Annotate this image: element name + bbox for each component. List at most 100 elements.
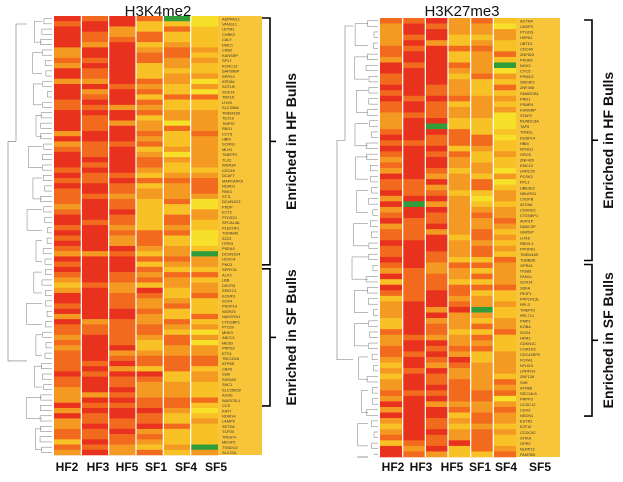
heatmap-cell [448, 290, 471, 297]
heatmap-cell [470, 368, 494, 374]
heatmap-cell [493, 312, 517, 319]
gene-label: TMEM169 [520, 252, 538, 257]
heatmap-cell [493, 451, 517, 458]
heatmap-cell [380, 384, 403, 391]
gene-label: LBB [222, 278, 230, 283]
heatmap-cell [402, 351, 426, 358]
heatmap-cell [190, 251, 219, 257]
heatmap-cell [493, 129, 517, 135]
heatmap-cell [448, 106, 471, 113]
heatmap-cell [425, 229, 449, 236]
heatmap-cell [163, 225, 191, 231]
heatmap-cell [448, 401, 471, 408]
heatmap-cell [136, 444, 164, 451]
heatmap-cell [136, 204, 164, 210]
heatmap-cell [163, 83, 191, 90]
heatmap-cell [425, 390, 449, 397]
gene-label: CBX9 [222, 366, 232, 371]
heatmap-cell [190, 423, 219, 430]
heatmap-cell [380, 262, 403, 269]
heatmap-cell [108, 89, 137, 95]
heatmap-cell [190, 52, 219, 59]
heatmap-cell [136, 26, 164, 32]
heatmap-cell [402, 434, 426, 441]
row-dendrogram [7, 18, 52, 453]
heatmap-cell [380, 256, 403, 263]
heatmap-cell [425, 106, 449, 113]
heatmap-cell [81, 303, 109, 309]
heatmap-cell [425, 334, 449, 341]
heatmap-cell [81, 16, 109, 22]
heatmap-cell [380, 45, 403, 52]
heatmap-cell [425, 212, 449, 219]
heatmap-cell [493, 90, 517, 97]
heatmap-cell [402, 445, 426, 452]
group-bracket [262, 268, 271, 407]
heatmap-cell [108, 130, 137, 137]
heatmap-cell [493, 229, 517, 236]
heatmap-cell [448, 23, 471, 30]
heatmap-cell [493, 73, 517, 80]
heatmap-cell [108, 381, 137, 388]
heatmap-cell [448, 129, 471, 135]
gene-label: KOBA [520, 324, 531, 329]
heatmap-cell [402, 318, 426, 324]
heatmap-cell [54, 266, 82, 273]
heatmap-cell [425, 351, 449, 358]
heatmap-cell [190, 178, 219, 184]
gene-label: PAK3 [222, 189, 232, 194]
heatmap-cell [81, 423, 109, 430]
heatmap-cell [425, 173, 449, 180]
heatmap-cell [425, 323, 449, 330]
heatmap-cell [163, 423, 191, 430]
gene-label: ST7L [222, 194, 232, 199]
heatmap-cell [190, 371, 219, 377]
heatmap-cell [136, 52, 164, 59]
heatmap-cell [108, 360, 137, 367]
heatmap-cell [81, 52, 109, 59]
gene-label: CDH2 [520, 408, 531, 413]
gene-label: SGTLB [222, 84, 235, 89]
heatmap-cell [402, 245, 426, 252]
heatmap-cell [136, 371, 164, 377]
heatmap-cell [108, 120, 137, 127]
heatmap-cell [81, 188, 109, 194]
heatmap-cell [108, 266, 137, 273]
heatmap-cell [448, 295, 471, 302]
heatmap-cell [380, 212, 403, 219]
gene-label: ITGB5 [520, 269, 531, 274]
gene-label: PSMP4 [520, 102, 534, 107]
heatmap-cell [163, 413, 191, 419]
heatmap-cell [380, 445, 403, 452]
heatmap-cell [493, 329, 517, 336]
heatmap-cell [493, 395, 517, 402]
gene-label: SETD8 [222, 424, 235, 429]
column-label: HF3 [410, 460, 433, 474]
heatmap-cell [425, 195, 449, 202]
heatmap-cell [470, 345, 494, 352]
heatmap-cell [470, 134, 494, 141]
heatmap-cell [380, 29, 403, 35]
heatmap-cell [136, 245, 164, 252]
gene-label: MLH1 [222, 147, 232, 152]
heatmap-cell [190, 355, 219, 362]
heatmap-cell [81, 94, 109, 100]
heatmap-cell [81, 313, 109, 320]
heatmap-cell [54, 261, 82, 268]
heatmap-cell [81, 324, 109, 330]
heatmap-cell [425, 251, 449, 258]
heatmap-cell [402, 423, 426, 430]
heatmap-cell [136, 282, 164, 289]
heatmap-cell [190, 73, 219, 80]
heatmap-cell [470, 251, 494, 258]
heatmap-cell [81, 329, 109, 336]
gene-label: RUNDC3A [520, 119, 539, 124]
heatmap-cell [136, 209, 164, 215]
heatmap-cell [402, 140, 426, 147]
heatmap-cell [54, 371, 82, 377]
heatmap-panel-2: H3K27me3ACTN4CASP3PTGDSHSPA1UBTD1CDC45ZN… [336, 3, 616, 474]
gene-label: PKDP14 [222, 304, 238, 309]
heatmap-cell [81, 235, 109, 242]
heatmap-cell [470, 351, 494, 358]
heatmap-panel-1: H3K4me2 ADPRHL1VANGL1LETM1CHRK2CALYDMC1CK… [7, 3, 299, 474]
